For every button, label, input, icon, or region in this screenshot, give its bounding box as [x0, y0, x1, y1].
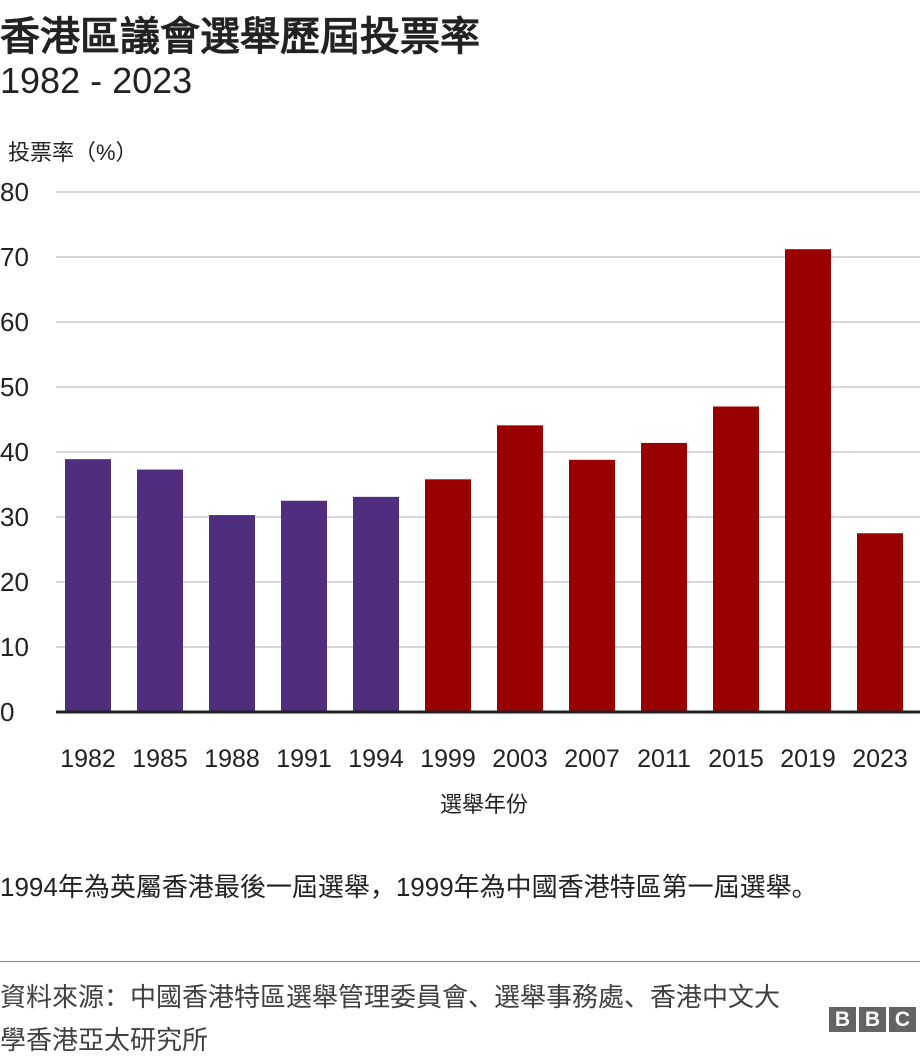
x-tick-label: 1991 [276, 745, 332, 773]
y-tick-label: 10 [0, 632, 29, 662]
bar-1982 [65, 459, 111, 712]
bbc-logo: B B C [829, 1007, 916, 1032]
x-tick-label: 2007 [564, 745, 620, 773]
bar-1991 [281, 500, 327, 712]
x-tick-label: 2015 [708, 745, 764, 773]
x-tick-label: 1982 [60, 745, 116, 773]
y-tick-labels: 0 10 20 30 40 50 60 70 80 [0, 177, 29, 727]
chart-note: 1994年為英屬香港最後一屆選舉，1999年為中國香港特區第一屆選舉。 [0, 872, 818, 902]
x-tick-label: 2003 [492, 745, 548, 773]
x-tick-label: 2023 [852, 745, 908, 773]
logo-letter: B [829, 1007, 856, 1032]
x-tick-label: 2011 [637, 745, 691, 773]
bar-2007 [569, 459, 615, 712]
bar-2023 [857, 533, 903, 712]
y-tick-label: 20 [0, 567, 29, 597]
x-tick-label: 1994 [348, 745, 404, 773]
y-tick-label: 80 [0, 177, 29, 207]
grid-lines [56, 191, 920, 648]
bar-1994 [353, 496, 399, 712]
x-tick-label: 1999 [420, 745, 476, 773]
divider [0, 961, 920, 962]
bar-1988 [209, 515, 255, 712]
bar-1985 [137, 469, 183, 712]
bars [65, 249, 903, 712]
bar-2019 [785, 249, 831, 712]
logo-letter: C [889, 1007, 916, 1032]
y-axis-label: 投票率（%） [8, 140, 138, 165]
y-tick-label: 30 [0, 502, 29, 532]
x-tick-label: 1988 [204, 745, 260, 773]
bar-2003 [497, 425, 543, 712]
x-axis-label: 選舉年份 [440, 792, 528, 817]
y-tick-label: 50 [0, 372, 29, 402]
y-tick-label: 40 [0, 437, 29, 467]
x-tick-label: 2019 [780, 745, 836, 773]
x-tick-labels: 1982 1985 1988 1991 1994 1999 2003 2007 2011 2015… [60, 745, 908, 773]
source-text: 資料來源：中國香港特區選舉管理委員會、選舉事務處、香港中文大學香港亞太研究所 [0, 982, 781, 1055]
bar-1999 [425, 479, 471, 712]
chart-subtitle: 1982 - 2023 [0, 60, 193, 101]
bar-2015 [713, 406, 759, 712]
chart-title: 香港區議會選舉歷屆投票率 [0, 15, 480, 59]
y-tick-label: 70 [0, 242, 29, 272]
x-tick-label: 1985 [132, 745, 188, 773]
bar-2011 [641, 442, 687, 712]
logo-letter: B [859, 1007, 886, 1032]
bar-chart: 投票率（%） 0 10 20 30 40 50 60 70 80 1982 1985 1988 199… [0, 140, 920, 817]
y-tick-label: 60 [0, 307, 29, 337]
y-tick-label: 0 [0, 697, 14, 727]
